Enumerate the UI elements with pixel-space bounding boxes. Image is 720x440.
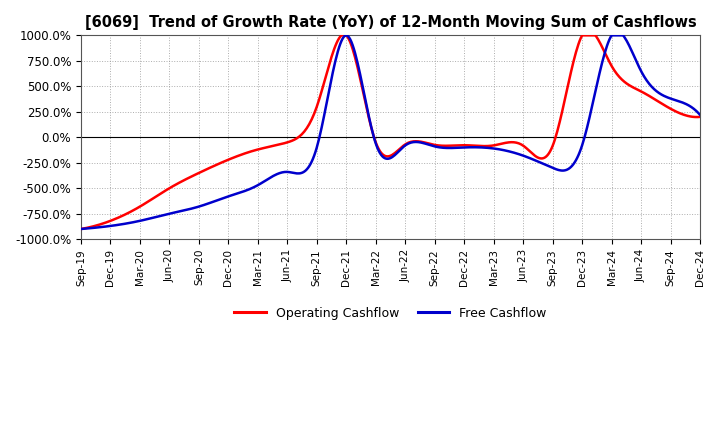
Legend: Operating Cashflow, Free Cashflow: Operating Cashflow, Free Cashflow [230,302,552,325]
Title: [6069]  Trend of Growth Rate (YoY) of 12-Month Moving Sum of Cashflows: [6069] Trend of Growth Rate (YoY) of 12-… [85,15,696,30]
